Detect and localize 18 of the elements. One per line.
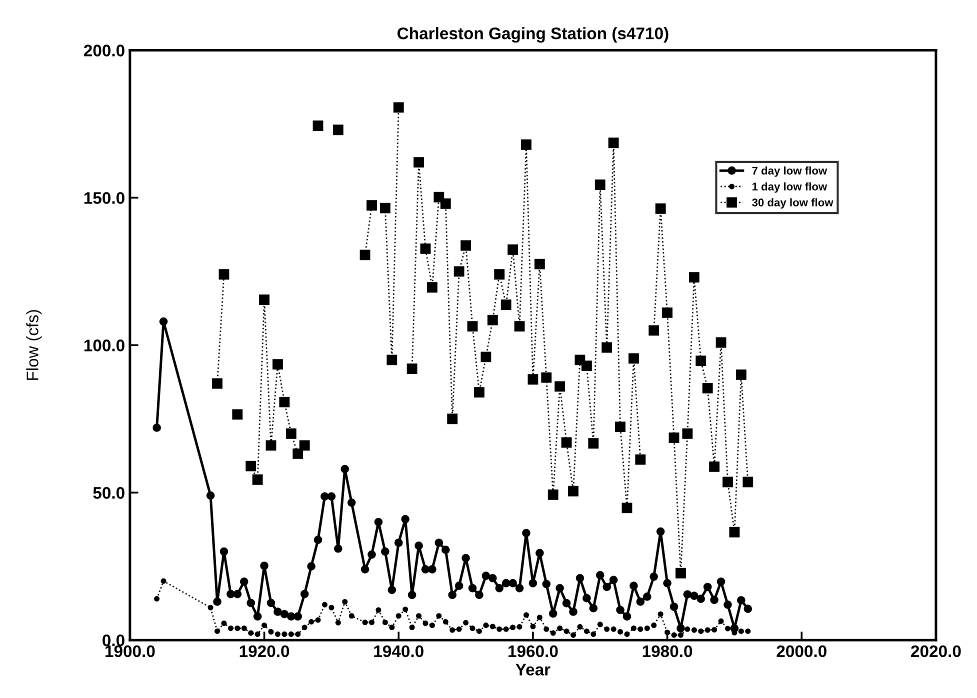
y-axis-title: Flow (cfs)	[26, 310, 42, 380]
legend-label: 7 day low flow	[752, 166, 828, 177]
legend-label: 30 day low flow	[752, 198, 834, 209]
legend-label: 1 day low flow	[752, 182, 828, 193]
x-axis-title: Year	[516, 664, 550, 676]
x-tick-label: 1920.0	[240, 645, 290, 658]
y-tick-label: 150.0	[84, 192, 124, 204]
x-tick-label: 1980.0	[642, 645, 692, 658]
x-tick-label: 1960.0	[508, 645, 558, 658]
x-tick-label: 1900.0	[106, 645, 155, 658]
chart-title: Charleston Gaging Station (s4710)	[398, 27, 668, 43]
y-tick-label: 200.0	[84, 44, 124, 56]
y-tick-label: 50.0	[93, 487, 124, 499]
x-tick-label: 2000.0	[776, 645, 826, 658]
y-tick-label: 0.0	[102, 634, 124, 646]
x-tick-label: 1940.0	[374, 645, 424, 658]
y-tick-label: 100.0	[84, 340, 124, 352]
x-tick-label: 2020.0	[911, 645, 961, 658]
